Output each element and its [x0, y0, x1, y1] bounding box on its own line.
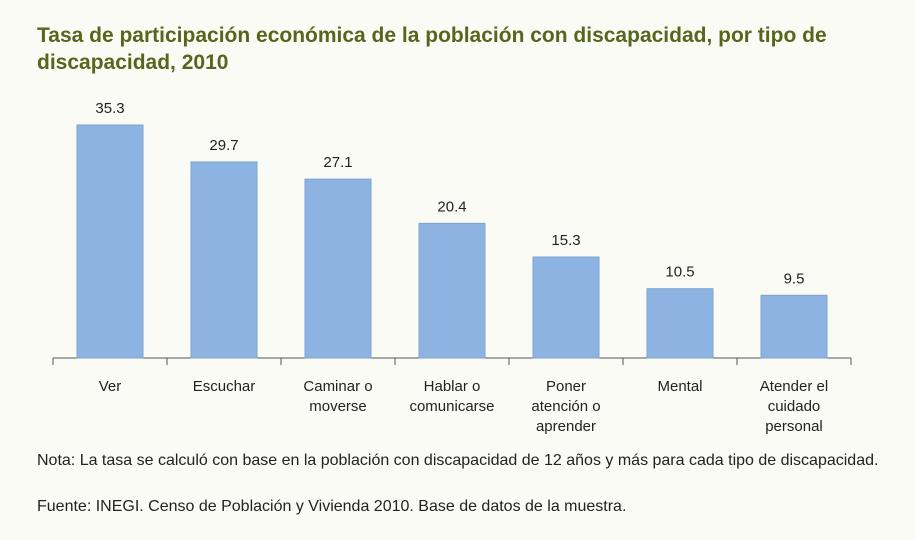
bar: [760, 294, 828, 359]
bar: [190, 161, 258, 359]
note: Nota: La tasa se calculó con base en la …: [37, 452, 879, 469]
value-label: 15.3: [551, 232, 580, 249]
bar: [76, 124, 144, 359]
x-tick-label: Escuchar: [193, 378, 256, 395]
chart: 35.3 Ver 29.7 Escuchar 27.1 Caminar o moverse 2…: [52, 100, 852, 435]
bar: [304, 178, 372, 359]
value-label: 27.1: [323, 154, 352, 171]
value-label: 20.4: [437, 198, 466, 215]
value-label: 29.7: [209, 137, 238, 154]
chart-title: Tasa de participación económica de la po…: [37, 24, 827, 74]
x-tick-label: Atender el cuidado personal: [760, 378, 828, 435]
bar: [418, 222, 486, 359]
value-label: 35.3: [95, 100, 124, 117]
x-tick-label: Hablar o comunicarse: [409, 378, 494, 415]
x-tick-label: Ver: [99, 378, 122, 395]
value-label: 10.5: [665, 264, 694, 281]
source: Fuente: INEGI. Censo de Población y Vivi…: [37, 498, 627, 515]
value-label: 9.5: [784, 270, 805, 287]
x-tick-label: Caminar o moverse: [303, 378, 372, 415]
x-tick-label: Mental: [657, 378, 702, 395]
bar: [532, 256, 600, 359]
bar: [646, 288, 714, 359]
x-tick-label: Poner atención o aprender: [531, 378, 600, 435]
